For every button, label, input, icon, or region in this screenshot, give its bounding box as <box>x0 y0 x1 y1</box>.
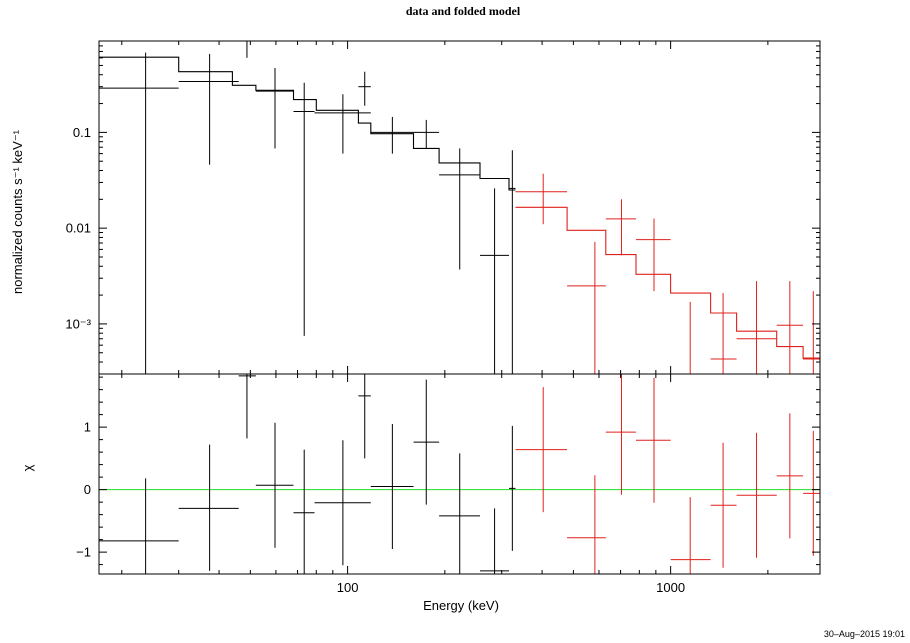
spectrum-model-red <box>515 206 820 359</box>
residuals-point-red-0 <box>515 387 568 513</box>
chart-title: data and folded model <box>406 4 521 18</box>
residuals-point-red-5 <box>710 442 737 568</box>
spectrum-point-red-8 <box>803 291 820 374</box>
residuals-point-red-8 <box>803 430 820 556</box>
residuals-point-black-11 <box>509 425 516 551</box>
residuals-panel: −1 0 1 χ <box>20 373 821 575</box>
spectrum-point-red-0 <box>515 173 568 225</box>
residuals-point-black-6 <box>358 374 371 459</box>
spectrum-point-black-5 <box>314 94 371 154</box>
spectrum-point-red-1 <box>567 241 606 374</box>
residuals-point-black-2 <box>238 374 256 439</box>
spectrum-point-black-7 <box>370 116 414 154</box>
residuals-point-red-2 <box>605 374 636 495</box>
residuals-point-red-4 <box>670 497 711 574</box>
residuals-point-black-8 <box>413 379 440 505</box>
spectrum-ytick-label: 10⁻³ <box>65 316 91 331</box>
residuals-point-black-7 <box>370 424 414 549</box>
residuals-point-black-9 <box>439 453 481 574</box>
residuals-ytick-label: −1 <box>76 545 91 560</box>
residuals-point-red-1 <box>567 475 606 574</box>
residuals-point-red-3 <box>635 377 671 503</box>
residuals-point-black-3 <box>255 422 294 548</box>
residuals-data <box>99 374 820 574</box>
spectrum-data <box>99 41 820 374</box>
spectrum-point-red-5 <box>710 293 737 374</box>
spectrum-point-red-2 <box>605 199 636 256</box>
x-axis-label: Energy (keV) <box>423 598 499 613</box>
residuals-point-black-1 <box>178 444 239 571</box>
residuals-point-red-6 <box>736 432 777 558</box>
residuals-point-black-5 <box>314 440 371 566</box>
residuals-point-black-10 <box>480 508 510 574</box>
x-axis-ticks: 100 1000 <box>337 580 685 595</box>
spectrum-point-black-11 <box>509 150 516 374</box>
spectrum-point-black-9 <box>439 148 481 270</box>
spectrum-ticks: 10⁻³ 0.01 0.1 <box>65 40 820 375</box>
residuals-y-label: χ <box>20 464 35 471</box>
spectrum-model-black <box>99 56 516 191</box>
spectrum-ytick-label: 0.1 <box>73 125 91 140</box>
spectrum-point-black-6 <box>358 71 371 106</box>
spectrum-point-black-3 <box>255 68 294 149</box>
residuals-ticks: −1 0 1 <box>76 374 820 574</box>
residuals-ytick-label: 0 <box>84 482 91 497</box>
spectrum-point-red-7 <box>776 281 804 374</box>
spectrum-ytick-label: 0.01 <box>66 221 91 236</box>
spectrum-point-red-6 <box>736 281 777 374</box>
spectrum-panel: 10⁻³ 0.01 0.1 normalized counts s⁻¹ keV⁻¹ <box>10 40 821 375</box>
x-tick-label: 100 <box>337 580 359 595</box>
spectrum-y-label: normalized counts s⁻¹ keV⁻¹ <box>10 129 25 294</box>
residuals-point-red-7 <box>776 413 804 539</box>
spectrum-point-red-3 <box>635 218 671 292</box>
residuals-frame <box>98 373 821 575</box>
x-tick-label: 1000 <box>656 580 685 595</box>
spectrum-point-black-8 <box>413 119 440 150</box>
residuals-ytick-label: 1 <box>84 420 91 435</box>
residuals-point-black-0 <box>99 478 179 574</box>
residuals-point-black-4 <box>293 449 315 574</box>
timestamp: 30–Aug–2015 19:01 <box>824 629 905 639</box>
spectrum-point-black-0 <box>99 52 179 374</box>
spectrum-point-black-1 <box>178 53 239 165</box>
spectrum-point-black-10 <box>480 188 510 374</box>
spectrum-point-black-4 <box>293 82 315 336</box>
